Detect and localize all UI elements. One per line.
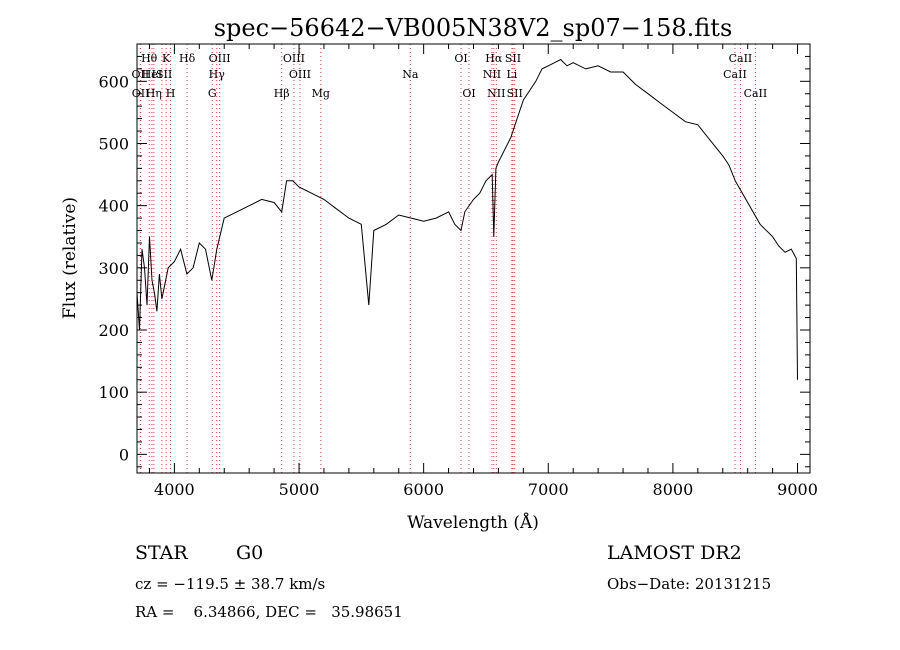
line-label: Hη bbox=[146, 87, 162, 100]
plot-frame bbox=[136, 43, 811, 474]
line-label: Na bbox=[402, 68, 419, 81]
line-label: K bbox=[162, 52, 171, 65]
line-label: SII bbox=[507, 87, 523, 100]
line-label: NII bbox=[483, 68, 501, 81]
line-label: ISII bbox=[152, 68, 173, 81]
line-label: Hθ bbox=[141, 52, 158, 65]
line-label: OII bbox=[132, 68, 150, 81]
obs-date-readout: Obs−Date: 20131215 bbox=[607, 575, 772, 593]
x-tick-label: 8000 bbox=[653, 480, 694, 499]
line-label: OIII bbox=[209, 52, 231, 65]
line-label: CaII bbox=[744, 87, 768, 100]
x-tick-label: 9000 bbox=[777, 480, 818, 499]
line-label: Hα bbox=[485, 52, 503, 65]
line-label: Li bbox=[506, 68, 517, 81]
x-tick-label: 5000 bbox=[279, 480, 320, 499]
line-label: OIII bbox=[289, 68, 311, 81]
redshift-readout: cz = −119.5 ± 38.7 km/s bbox=[135, 575, 326, 593]
y-tick-label: 400 bbox=[98, 197, 129, 216]
x-axis-label: Wavelength (Å) bbox=[407, 512, 539, 533]
line-label: CaII bbox=[723, 68, 747, 81]
subclass-label: G0 bbox=[236, 542, 264, 564]
class-label: STAR bbox=[135, 542, 188, 564]
line-label: G bbox=[208, 87, 217, 100]
chart-title: spec−56642−VB005N38V2_sp07−158.fits bbox=[214, 14, 733, 42]
line-label: H bbox=[166, 87, 176, 100]
x-tick-label: 4000 bbox=[154, 480, 195, 499]
y-tick-label: 200 bbox=[98, 321, 129, 340]
line-label: Mg bbox=[312, 87, 330, 100]
y-tick-label: 600 bbox=[98, 72, 129, 91]
coordinates-readout: RA = 6.34866, DEC = 35.98651 bbox=[135, 603, 403, 621]
x-tick-label: 6000 bbox=[403, 480, 444, 499]
line-label: HeI bbox=[142, 68, 162, 81]
line-label: SII bbox=[505, 52, 521, 65]
line-label: OIII bbox=[283, 52, 305, 65]
spectrum-layer bbox=[136, 58, 798, 380]
survey-label: LAMOST DR2 bbox=[607, 542, 742, 564]
line-label: Hγ bbox=[209, 68, 226, 81]
tick-layer: 4000 5000 6000 7000 8000 9000 0 100 200 300 400 500… bbox=[98, 43, 818, 499]
spectrum-line bbox=[136, 58, 798, 380]
line-label: NII bbox=[487, 87, 505, 100]
x-tick-label: 7000 bbox=[528, 480, 569, 499]
line-marker-layer bbox=[139, 44, 756, 473]
line-label: Hδ bbox=[179, 52, 196, 65]
y-tick-label: 300 bbox=[98, 259, 129, 278]
line-label: CaII bbox=[729, 52, 753, 65]
line-label: Hβ bbox=[274, 87, 290, 100]
y-tick-label: 0 bbox=[119, 445, 129, 464]
y-axis-label: Flux (relative) bbox=[60, 197, 80, 319]
line-label: OI bbox=[462, 87, 475, 100]
y-tick-label: 100 bbox=[98, 383, 129, 402]
line-label: OI bbox=[454, 52, 467, 65]
y-tick-label: 500 bbox=[98, 134, 129, 153]
